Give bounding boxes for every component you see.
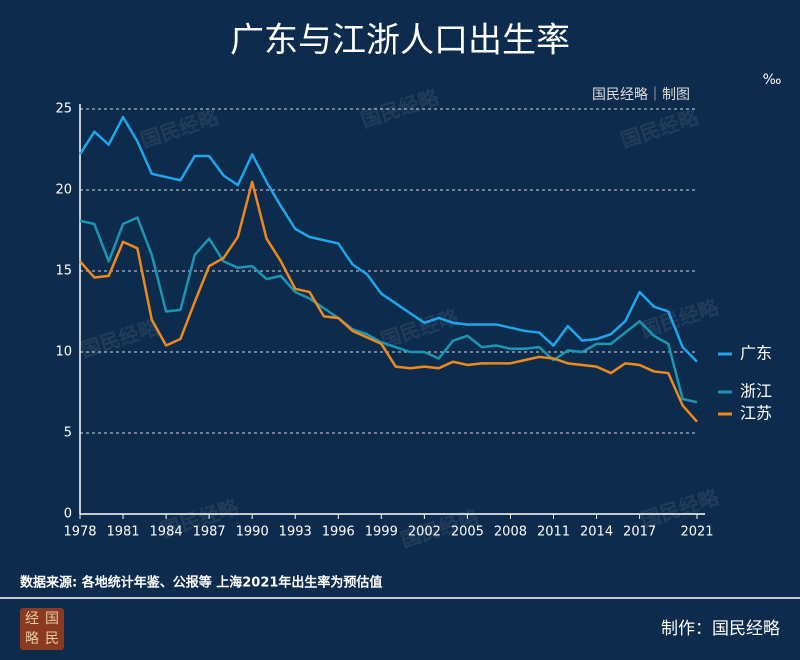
x-tick-label: 1993 xyxy=(279,525,312,540)
x-tick-label: 2021 xyxy=(680,525,713,540)
x-tick-label: 2014 xyxy=(580,525,613,540)
x-tick-label: 1999 xyxy=(365,525,398,540)
x-tick-label: 2017 xyxy=(623,525,656,540)
x-tick-label: 2011 xyxy=(537,525,570,540)
y-tick-label: 25 xyxy=(55,102,72,117)
logo-char: 经 xyxy=(25,611,39,627)
x-tick-label: 1981 xyxy=(106,525,139,540)
logo-char: 国 xyxy=(45,611,59,627)
y-tick-label: 15 xyxy=(55,264,72,279)
logo-char: 略 xyxy=(25,631,39,647)
x-tick-label: 1978 xyxy=(63,525,96,540)
x-tick-label: 2008 xyxy=(494,525,527,540)
series-line xyxy=(79,216,698,404)
y-tick-label: 20 xyxy=(55,183,72,198)
credit: 国民经略｜制图 xyxy=(592,87,690,103)
x-tick-label: 1987 xyxy=(193,525,226,540)
watermark: 国民经略 xyxy=(358,84,442,132)
x-tick-label: 1990 xyxy=(236,525,269,540)
series-line xyxy=(78,115,698,363)
x-tick-label: 1984 xyxy=(150,525,183,540)
logo-box xyxy=(20,608,64,650)
chart-title: 广东与江浙人口出生率 xyxy=(230,21,570,61)
x-tick-label: 2002 xyxy=(408,525,441,540)
logo-char: 民 xyxy=(45,631,59,647)
series-line xyxy=(79,180,698,423)
watermark: 国民经略 xyxy=(138,104,222,152)
maker: 制作：国民经略 xyxy=(661,619,780,639)
y-tick-label: 0 xyxy=(64,507,72,522)
legend-label: 广东 xyxy=(740,344,772,363)
legend-label: 江苏 xyxy=(740,404,772,423)
y-tick-label: 10 xyxy=(55,345,72,360)
source: 数据来源: 各地统计年鉴、公报等 上海2021年出生率为预估值 xyxy=(20,575,382,591)
x-tick-label: 1996 xyxy=(322,525,355,540)
unit: ‰ xyxy=(763,72,782,88)
watermark: 国民经略 xyxy=(78,314,162,362)
y-tick-label: 5 xyxy=(64,426,72,441)
legend-label: 浙江 xyxy=(740,382,772,401)
watermark: 国民经略 xyxy=(618,104,702,152)
x-tick-label: 2005 xyxy=(451,525,484,540)
